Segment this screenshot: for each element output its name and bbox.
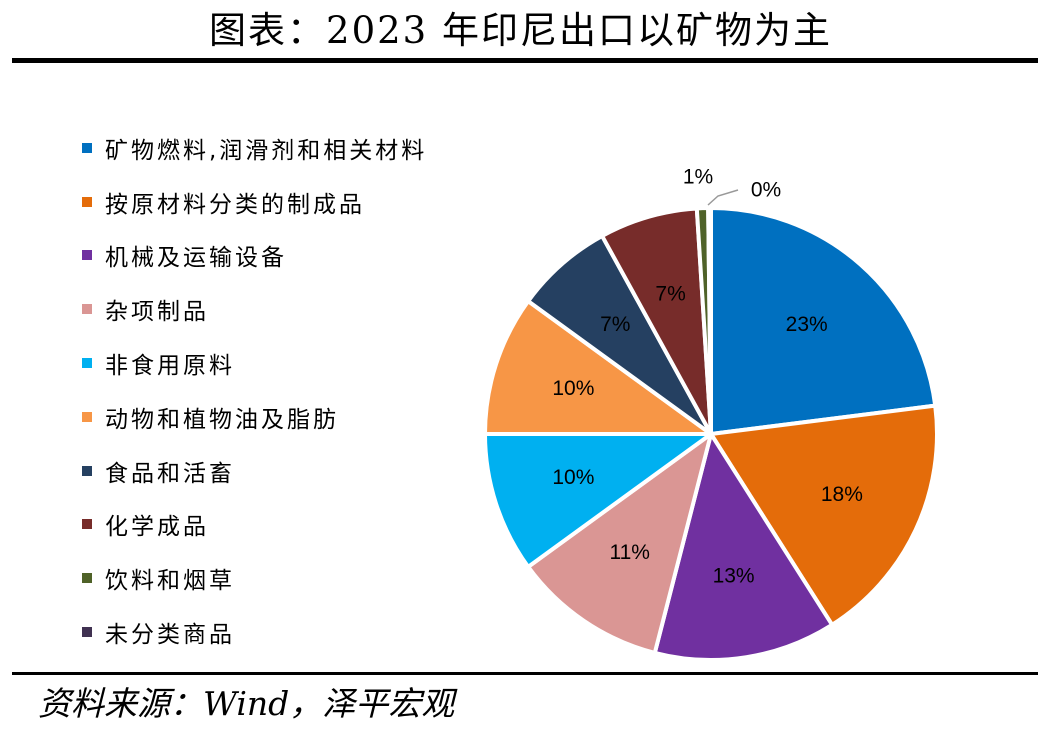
data-label: 18% [821,483,863,506]
pie-slice [652,432,835,662]
data-label: 7% [600,313,630,336]
legend-item: 机械及运输设备 [82,229,427,283]
legend-swatch [82,465,92,476]
legend-item: 按原材料分类的制成品 [82,175,427,229]
legend-swatch [82,358,92,369]
pie-slice [709,403,939,627]
legend-item: 食品和活畜 [82,444,427,498]
source-note: 资料来源：Wind，泽平宏观 [38,684,455,723]
data-label: 0% [751,179,781,202]
legend-item: 饮料和烟草 [82,551,427,605]
legend-swatch [82,573,92,584]
data-label: 11% [609,541,649,564]
legend-label: 非食用原料 [105,353,235,380]
legend-swatch [82,519,92,530]
chart-title: 图表：2023 年印尼出口以矿物为主 [209,9,832,52]
legend-swatch [82,627,92,638]
data-label: 10% [552,466,594,489]
chart-legend: 矿物燃料,润滑剂和相关材料 按原材料分类的制成品 机械及运输设备 杂项制品非食用原料动… [82,132,427,670]
legend-swatch [82,304,92,315]
pie-slice [483,299,713,436]
data-label: 7% [655,283,685,306]
legend-label: 杂项制品 [105,299,209,326]
legend-item: 动物和植物油及脂肪 [82,390,427,444]
legend-label: 化学成品 [105,514,209,541]
legend-swatch [82,196,92,207]
legend-label: 未分类商品 [105,622,235,649]
pie-slice [483,432,713,569]
legend-swatch [82,142,92,153]
legend-item: 矿物燃料,润滑剂和相关材料 [82,121,427,175]
legend-label: 饮料和烟草 [105,568,235,595]
pie-slice [706,206,713,436]
data-label: 23% [786,313,828,336]
leader-line [707,189,739,206]
legend-item: 化学成品 [82,498,427,552]
legend-item: 非食用原料 [82,336,427,390]
legend-label: 机械及运输设备 [105,245,287,272]
legend-label: 食品和活畜 [105,460,235,487]
legend-item: 未分类商品 [82,605,427,659]
data-label: 1% [683,166,713,189]
legend-swatch [82,250,92,261]
data-label: 13% [713,564,755,587]
legend-item: 杂项制品 [82,282,427,336]
data-label: 10% [552,377,594,400]
pie-slice [526,432,713,655]
legend-label: 矿物燃料,润滑剂和相关材料 [105,137,428,164]
source-rule [12,672,1038,675]
legend-label: 按原材料分类的制成品 [105,191,365,218]
legend-label: 动物和植物油及脂肪 [105,406,339,433]
title-rule [12,58,1038,63]
pie-slice [709,206,938,436]
legend-swatch [82,411,92,422]
